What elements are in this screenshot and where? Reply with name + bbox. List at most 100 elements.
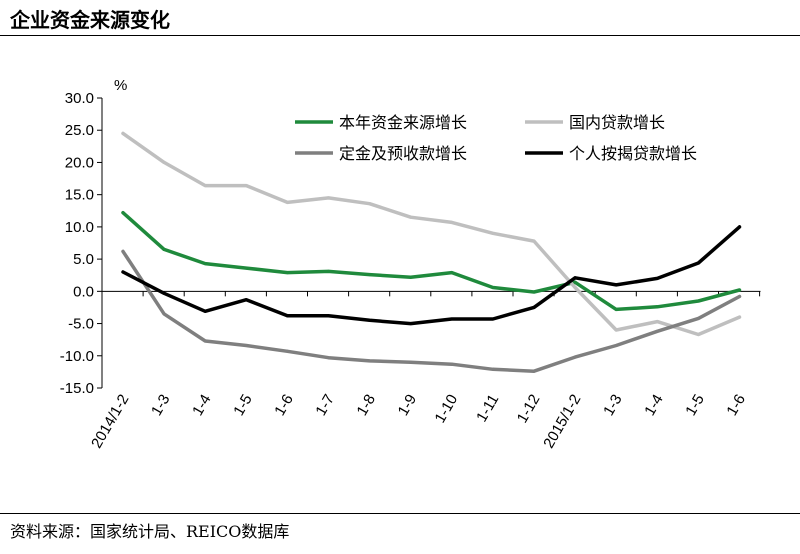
- y-tick-label: 25.0: [65, 122, 94, 139]
- x-tick-label: 1-5: [682, 392, 708, 419]
- data-point: [573, 280, 577, 284]
- data-point: [327, 356, 330, 360]
- legend-label: 国内贷款增长: [569, 113, 665, 132]
- x-tick-label: 2014/1-2: [88, 392, 132, 452]
- series-lines: [121, 131, 742, 373]
- data-point: [738, 315, 741, 319]
- data-point: [532, 305, 536, 309]
- data-point: [614, 328, 618, 332]
- x-tick-label: 1-12: [514, 392, 544, 427]
- data-point: [121, 249, 125, 253]
- legend-label: 个人按揭贷款增长: [569, 144, 697, 163]
- title-divider: [0, 35, 800, 36]
- data-point: [327, 196, 330, 200]
- data-point: [327, 269, 330, 273]
- data-point: [450, 220, 454, 224]
- y-axis: 30.0 25.0 20.0 15.0 10.0 5.0 0.0 -5.0 -10.0 -15.0: [60, 90, 103, 397]
- data-point: [573, 285, 577, 289]
- data-point: [162, 312, 166, 316]
- x-tick-label: 1-11: [473, 392, 502, 426]
- data-point: [121, 211, 125, 215]
- x-tick-label: 1-6: [723, 392, 749, 419]
- x-tick-label: 1-8: [353, 392, 379, 419]
- data-point: [655, 276, 659, 280]
- data-point: [244, 266, 248, 270]
- data-point: [162, 291, 166, 295]
- data-point: [368, 318, 372, 322]
- x-axis: 2014/1-2 1-3 1-4 1-5 1-6 1-7 1-8 1-9 1-10 1-11 1-1…: [88, 290, 761, 452]
- x-tick-label: 1-5: [230, 392, 256, 419]
- data-point: [203, 262, 207, 266]
- x-tick-label: 1-7: [312, 392, 338, 419]
- data-point: [409, 275, 413, 279]
- data-point: [655, 305, 659, 309]
- y-tick-label: -5.0: [68, 316, 94, 333]
- data-point: [121, 131, 125, 135]
- y-axis-unit-label: %: [114, 77, 127, 94]
- x-tick-label: 1-4: [189, 392, 215, 419]
- data-point: [696, 299, 700, 303]
- data-point: [285, 200, 289, 204]
- data-point: [491, 317, 495, 321]
- data-point: [368, 359, 372, 363]
- data-point: [285, 349, 289, 353]
- y-tick-label: 15.0: [65, 187, 94, 204]
- data-point: [409, 360, 413, 364]
- data-point: [327, 314, 330, 318]
- y-tick-label: 10.0: [65, 219, 94, 236]
- data-point: [491, 285, 495, 289]
- data-point: [162, 160, 166, 164]
- series-line: [121, 210, 742, 312]
- data-point: [450, 271, 454, 275]
- legend-label: 定金及预收款增长: [339, 144, 467, 163]
- data-point: [244, 184, 248, 188]
- data-point: [573, 276, 577, 280]
- y-tick-label: 0.0: [73, 283, 94, 300]
- data-point: [244, 343, 248, 347]
- data-point: [532, 290, 536, 294]
- data-point: [285, 271, 289, 275]
- y-tick-label: 30.0: [65, 90, 94, 107]
- x-tick-label: 1-9: [395, 392, 421, 419]
- y-tick-label: 5.0: [73, 251, 94, 268]
- data-point: [203, 309, 207, 313]
- x-tick-label: 1-4: [641, 392, 667, 419]
- data-point: [491, 231, 495, 235]
- x-tick-label: 1-3: [148, 392, 174, 419]
- data-point: [696, 261, 700, 265]
- data-point: [409, 322, 413, 326]
- series-line: [121, 225, 742, 326]
- data-point: [573, 355, 577, 359]
- data-point: [368, 202, 372, 206]
- data-point: [738, 294, 741, 298]
- x-tick-label: 2015/1-2: [540, 392, 584, 452]
- y-tick-label: -10.0: [60, 348, 94, 365]
- y-tick-label: 20.0: [65, 154, 94, 171]
- data-point: [368, 273, 372, 277]
- data-point: [614, 343, 618, 347]
- data-point: [162, 247, 166, 251]
- x-tick-label: 1-10: [432, 392, 462, 427]
- data-point: [614, 307, 618, 311]
- series-line: [121, 131, 742, 337]
- x-tick-label: 1-6: [271, 392, 297, 419]
- footer-divider: [0, 513, 800, 514]
- data-point: [655, 329, 659, 333]
- data-point: [409, 215, 413, 219]
- data-point: [696, 333, 700, 337]
- data-point: [121, 270, 125, 274]
- data-point: [614, 283, 618, 287]
- data-point: [203, 339, 207, 343]
- source-note: 资料来源：国家统计局、REICO数据库: [10, 522, 290, 541]
- data-point: [203, 184, 207, 188]
- data-point: [450, 317, 454, 321]
- data-point: [738, 225, 741, 229]
- data-point: [696, 316, 700, 320]
- data-point: [285, 314, 289, 318]
- data-point: [244, 298, 248, 302]
- data-point: [738, 288, 741, 292]
- page-title: 企业资金来源变化: [10, 8, 170, 32]
- data-point: [532, 369, 536, 373]
